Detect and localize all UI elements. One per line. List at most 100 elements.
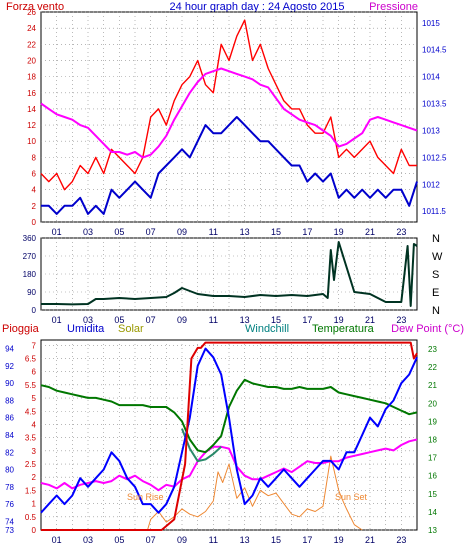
wind-y-tick-label: 24 [27,24,36,33]
rain-y-tick-label: 0.5 [25,513,37,522]
temperature-y-tick-label: 20 [428,399,437,408]
x-tick-label: 01 [52,227,62,237]
x-tick-label: 09 [177,227,187,237]
legend-dewpoint: Dew Point (°C) [391,323,464,335]
humidity-y-tick-label: 84 [5,431,14,440]
temperature-y-tick-label: 16 [428,472,437,481]
rain-line [41,341,418,531]
x-tick-label: 11 [209,227,218,237]
x-tick-label: 21 [365,535,375,545]
compass-label: N [432,305,440,317]
humidity-y-tick-label: 86 [5,414,14,423]
wind-y-tick-label: 2 [32,202,37,211]
humidity-y-tick-label: 94 [5,345,14,354]
pressure-y-tick-label: 1013.5 [422,100,447,109]
humidity-y-tick-label: 73 [5,526,14,535]
legend-temperatura: Temperatura [312,323,375,335]
legend-pioggia: Pioggia [2,323,40,335]
wind-y-tick-label: 16 [27,89,36,98]
legend-solar: Solar [118,323,144,335]
x-tick-label: 15 [271,535,281,545]
x-tick-label: 13 [240,227,250,237]
compass-label: W [432,251,443,263]
rain-y-tick-label: 1 [32,500,37,509]
wind-gust-line [40,19,417,191]
humidity-y-tick-label: 82 [5,448,14,457]
x-tick-label: 05 [114,227,124,237]
x-tick-label: 19 [334,535,344,545]
rain-y-tick-label: 6 [32,368,37,377]
rain-y-tick-label: 2 [32,473,37,482]
humidity-y-tick-label: 88 [5,396,14,405]
temperature-line [40,378,418,454]
rain-y-tick-label: 5.5 [25,381,37,390]
wind-y-tick-label: 10 [27,137,36,146]
x-tick-label: 03 [83,535,93,545]
windchill-line [181,428,222,463]
x-tick-label: 09 [177,315,187,325]
compass-label: S [432,269,439,281]
temperature-y-tick-label: 14 [428,508,437,517]
x-tick-label: 11 [209,315,218,325]
x-tick-label: 19 [334,315,344,325]
dew-point-line [40,438,418,492]
series-lines [40,19,418,531]
x-tick-label: 07 [146,227,156,237]
wind-y-tick-label: 22 [27,40,36,49]
humidity-y-tick-label: 74 [5,517,14,526]
x-tick-label: 17 [302,315,312,325]
x-tick-label: 19 [334,227,344,237]
x-tick-label: 13 [240,315,250,325]
wind-y-tick-label: 20 [27,56,36,65]
rain-y-tick-label: 5 [32,394,37,403]
rain-y-tick-label: 0 [32,526,37,535]
x-tick-label: 23 [396,227,406,237]
wind-y-tick-label: 6 [32,170,37,179]
rain-y-tick-label: 2.5 [25,460,37,469]
humidity-line [40,347,418,514]
x-tick-label: 03 [83,315,93,325]
compass-label: E [432,287,439,299]
wind-direction-line [41,241,418,307]
x-tick-label: 21 [365,315,375,325]
compass-label: N [432,233,440,245]
temperature-y-tick-label: 22 [428,363,437,372]
humidity-y-tick-label: 76 [5,500,14,509]
direction-y-tick-label: 90 [27,288,36,297]
temperature-y-tick-label: 17 [428,454,437,463]
rain-y-tick-label: 1.5 [25,486,37,495]
rain-y-tick-label: 3.5 [25,434,37,443]
pressure-y-tick-label: 1012.5 [422,153,447,162]
rain-y-tick-label: 6.5 [25,354,37,363]
solar-line [147,455,363,531]
legend-umidita: Umidita [67,323,105,335]
x-tick-label: 23 [396,535,406,545]
wind-average-line [41,116,418,215]
temperature-y-tick-label: 18 [428,436,437,445]
temperature-y-tick-label: 23 [428,345,437,354]
x-tick-label: 11 [209,535,218,545]
direction-y-tick-label: 360 [23,234,37,243]
pressure-y-tick-label: 1014 [422,73,440,82]
pressure-y-tick-label: 1012 [422,180,440,189]
tick-labels: 024681012141618202224261011.510121012.51… [5,8,447,545]
x-tick-label: 13 [240,535,250,545]
sunset-label: Sun Set [335,492,368,502]
x-tick-label: 05 [114,535,124,545]
pressure-title: Pressione [369,1,418,13]
x-tick-label: 05 [114,315,124,325]
pressure-y-tick-label: 1011.5 [422,207,446,216]
direction-y-tick-label: 270 [23,252,37,261]
direction-y-tick-label: 180 [23,270,37,279]
x-tick-label: 07 [146,535,156,545]
pressure-y-tick-label: 1014.5 [422,46,447,55]
temperature-y-tick-label: 19 [428,417,437,426]
pressure-y-tick-label: 1015 [422,19,440,28]
humidity-y-tick-label: 90 [5,379,14,388]
wind-y-tick-label: 26 [27,8,36,17]
x-tick-label: 07 [146,315,156,325]
graph-title: 24 hour graph day : 24 Agosto 2015 [170,1,345,13]
temperature-y-tick-label: 15 [428,490,437,499]
rain-y-tick-label: 4 [32,420,37,429]
wind-y-tick-label: 8 [32,153,37,162]
